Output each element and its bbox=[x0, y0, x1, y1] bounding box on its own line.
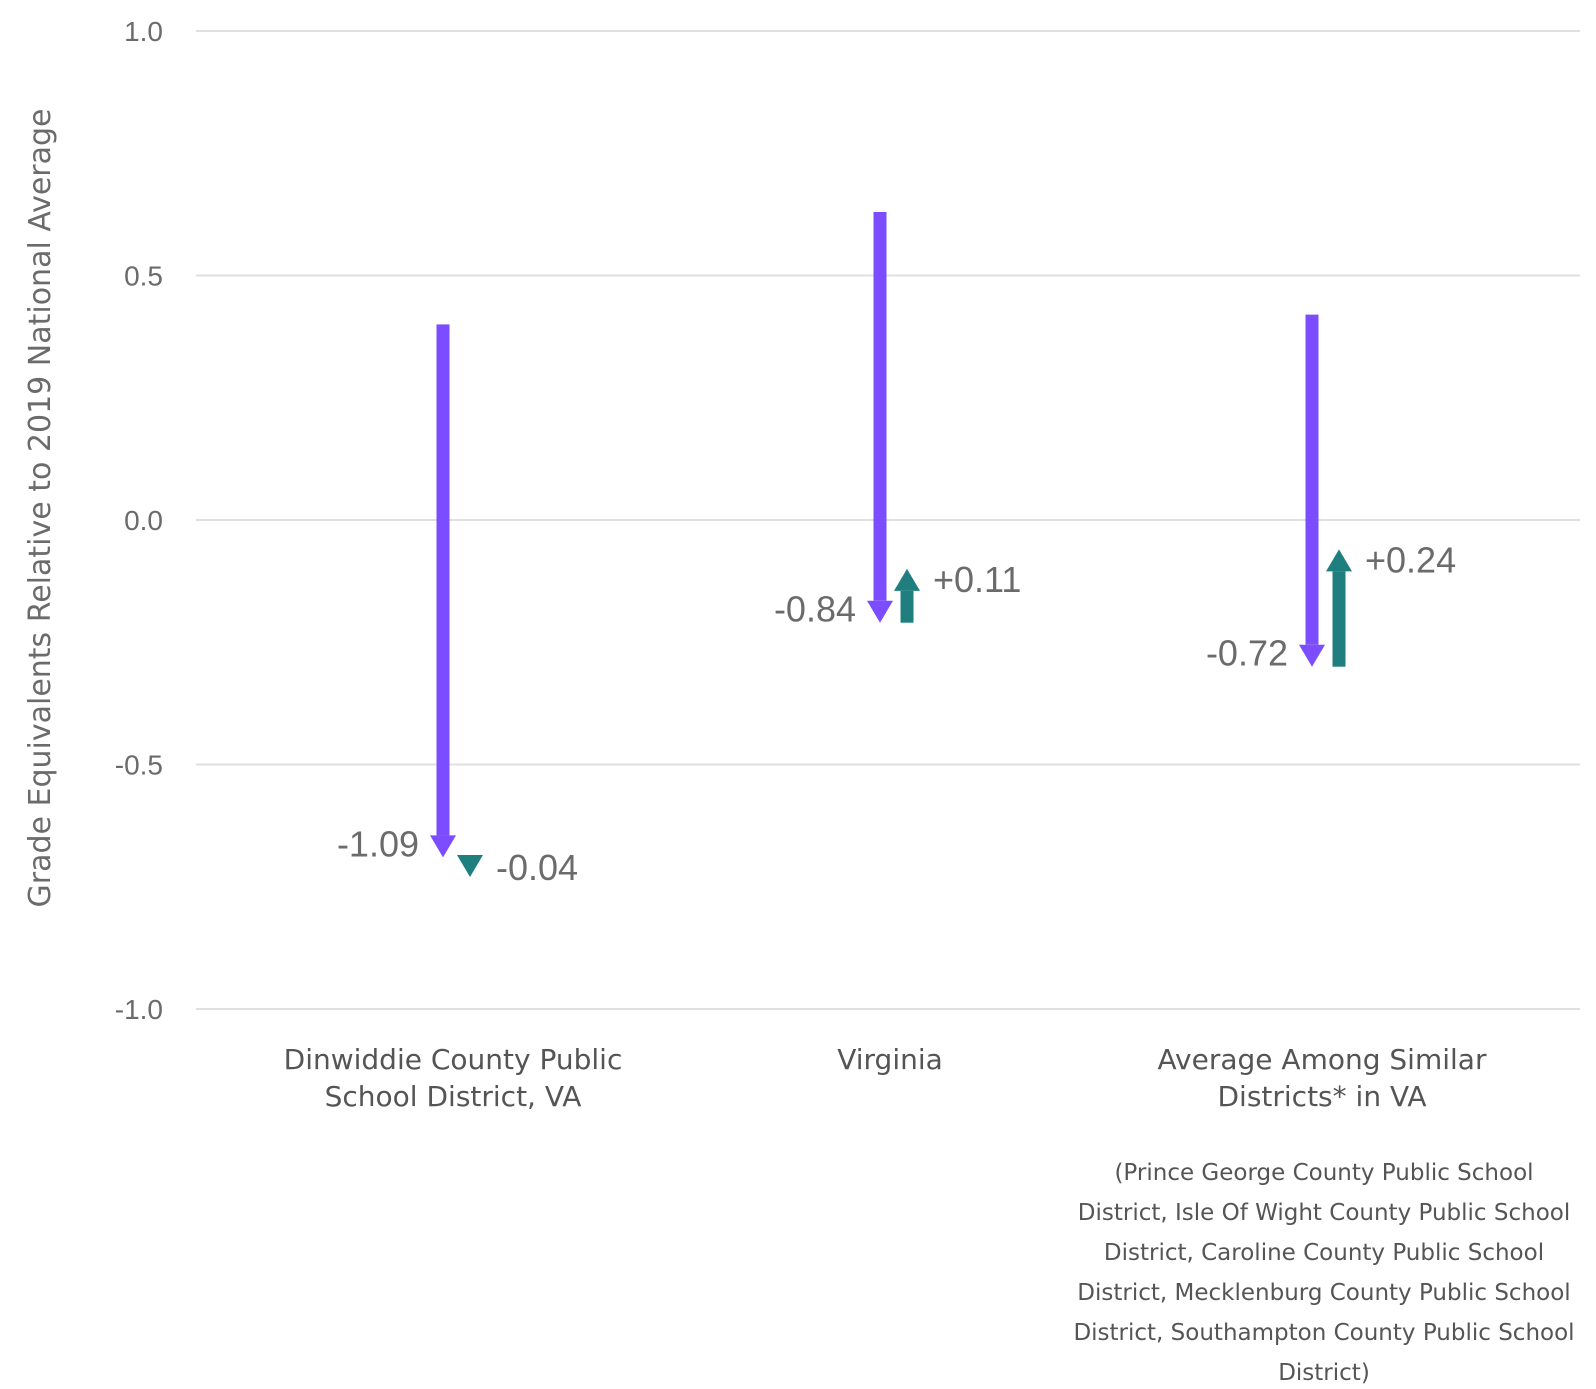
category-label: Average Among Similar bbox=[1158, 1043, 1487, 1076]
footnote: (Prince George County Public School Distr… bbox=[1073, 1160, 1574, 1386]
category-labels: Dinwiddie County Public School District, … bbox=[284, 1043, 1487, 1113]
y-axis-label: Grade Equivalents Relative to 2019 Natio… bbox=[23, 108, 58, 907]
decline-value-label: -0.72 bbox=[1206, 633, 1288, 674]
footnote-line: District, Mecklenburg County Public Scho… bbox=[1077, 1280, 1570, 1306]
footnote-line: District, Isle Of Wight County Public Sc… bbox=[1078, 1200, 1570, 1226]
change-arrow-shaft bbox=[900, 590, 914, 623]
decline-arrow bbox=[430, 324, 456, 858]
decline-value-label: -1.09 bbox=[337, 823, 419, 864]
decline-arrow-shaft bbox=[436, 324, 450, 836]
y-tick-label: 0.5 bbox=[124, 261, 163, 292]
decline-arrow-shaft bbox=[873, 211, 887, 601]
category-label: Virginia bbox=[837, 1043, 943, 1076]
footnote-line: District) bbox=[1278, 1360, 1370, 1386]
y-tick-label: -0.5 bbox=[115, 750, 163, 781]
arrows bbox=[430, 211, 1352, 877]
decline-arrow-head bbox=[867, 600, 893, 623]
decline-arrow-shaft bbox=[1305, 314, 1319, 645]
change-value-label: -0.04 bbox=[496, 847, 578, 888]
category-label: Districts* in VA bbox=[1217, 1080, 1426, 1113]
value-labels: -1.09 -0.04 -0.84 +0.11 -0.72 +0.24 bbox=[337, 539, 1456, 888]
grid-lines bbox=[196, 30, 1580, 1010]
footnote-line: (Prince George County Public School bbox=[1114, 1160, 1533, 1186]
change-arrow bbox=[894, 568, 920, 623]
y-tick-label: -1.0 bbox=[115, 994, 163, 1025]
change-arrow-head bbox=[1326, 549, 1352, 572]
change-arrow bbox=[457, 854, 483, 877]
decline-arrow-head bbox=[430, 835, 456, 858]
change-arrow-shaft bbox=[1332, 571, 1346, 667]
change-value-label: +0.11 bbox=[933, 559, 1021, 600]
y-tick-label: 1.0 bbox=[124, 16, 163, 47]
decline-arrow bbox=[1299, 314, 1325, 667]
change-arrow-head bbox=[894, 568, 920, 591]
change-value-label: +0.24 bbox=[1365, 539, 1456, 580]
y-axis-ticks: 1.0 0.5 0.0 -0.5 -1.0 bbox=[115, 16, 163, 1025]
change-arrow-head bbox=[457, 854, 483, 877]
footnote-line: District, Caroline County Public School bbox=[1104, 1240, 1544, 1266]
category-label: Dinwiddie County Public bbox=[284, 1043, 623, 1076]
decline-arrow bbox=[867, 211, 893, 623]
change-arrow bbox=[1326, 549, 1352, 667]
decline-arrow-head bbox=[1299, 644, 1325, 667]
footnote-line: District, Southampton County Public Scho… bbox=[1073, 1320, 1574, 1346]
category-label: School District, VA bbox=[325, 1080, 582, 1113]
y-tick-label: 0.0 bbox=[124, 505, 163, 536]
decline-value-label: -0.84 bbox=[774, 589, 856, 630]
